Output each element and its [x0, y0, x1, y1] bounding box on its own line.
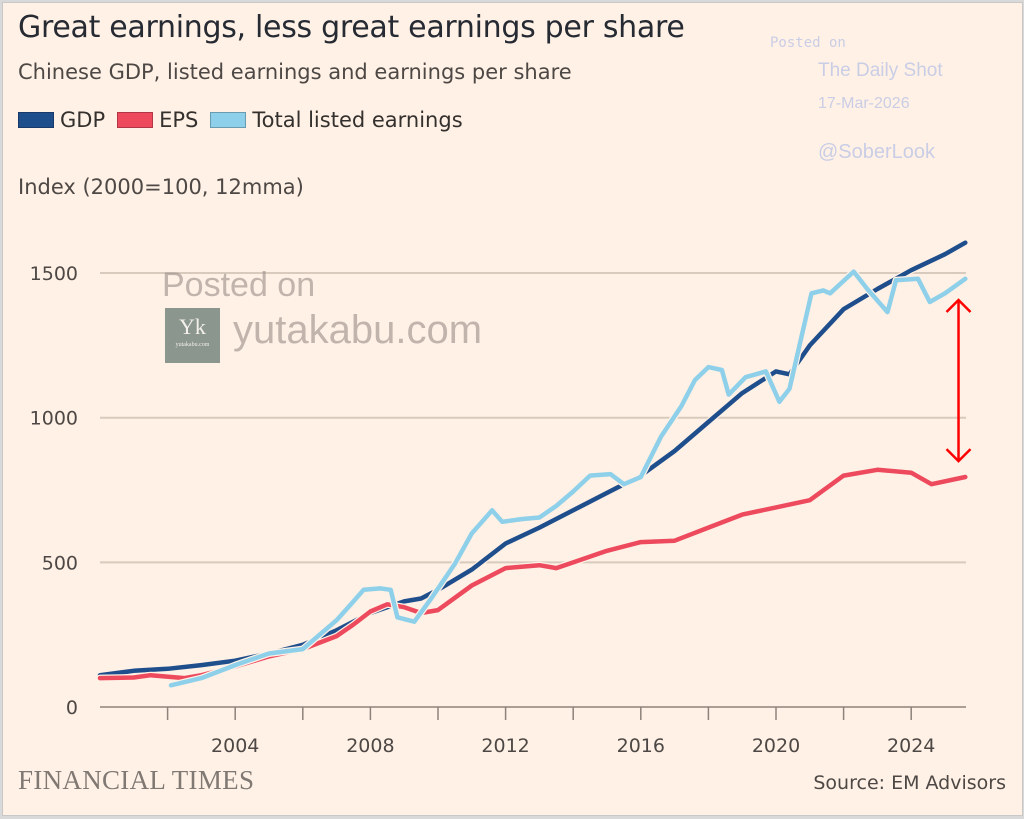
yutakabu-logo-url: yutakabu.com	[175, 342, 210, 348]
source-note: Source: EM Advisors	[813, 772, 1006, 794]
x-tick-label-2020: 2020	[752, 735, 800, 757]
x-tick-labels: 2004 2008 2012 2016 2020 2024	[211, 735, 935, 757]
gap-arrow-head-top	[945, 298, 972, 313]
watermark-posted-on: Posted on	[770, 35, 846, 51]
legend-item-gdp: GDP	[18, 108, 105, 132]
legend-swatch-total-listed-earnings	[210, 112, 247, 128]
x-axis	[100, 706, 966, 720]
watermark-daily-shot: The Daily Shot	[818, 60, 943, 81]
series-line-gdp	[97, 240, 968, 678]
legend-swatch-eps	[117, 112, 154, 128]
y-tick-labels: 0 500 1000 1500	[30, 263, 78, 719]
series-line-eps	[97, 467, 968, 681]
x-tick-label-2016: 2016	[617, 735, 665, 757]
yutakabu-logo: Yk yutakabu.com	[165, 308, 220, 363]
ft-brand: FINANCIAL TIMES	[18, 765, 255, 795]
watermark-yutakabu-url: yutakabu.com	[233, 308, 483, 352]
gap-arrow-head-bottom	[945, 448, 972, 463]
x-tick-label-2012: 2012	[481, 735, 529, 757]
y-tick-label-1500: 1500	[30, 263, 78, 285]
series-line-total-listed-earnings	[168, 269, 968, 688]
y-tick-label-1000: 1000	[30, 408, 78, 430]
x-tick-label-2008: 2008	[346, 735, 394, 757]
y-tick-label-500: 500	[42, 552, 78, 574]
series-lines	[96, 239, 969, 689]
legend-swatch-gdp	[18, 112, 54, 128]
annotations	[945, 298, 972, 463]
watermark-handle: @SoberLook	[818, 141, 936, 163]
watermark-yutakabu-posted: Posted on	[162, 266, 316, 304]
chart-subtitle: Chinese GDP, listed earnings and earning…	[18, 60, 572, 84]
legend-label-gdp: GDP	[60, 108, 106, 132]
chart-title: Great earnings, less great earnings per …	[18, 10, 685, 45]
legend: GDP EPS Total listed earnings	[18, 108, 475, 132]
y-tick-label-0: 0	[66, 697, 78, 719]
y-axis-label: Index (2000=100, 12mma)	[18, 175, 304, 199]
series-line-gdp-halo	[96, 239, 969, 679]
x-tick-label-2004: 2004	[211, 735, 259, 757]
legend-item-eps: EPS	[117, 108, 198, 132]
watermark-date: 17-Mar-2026	[818, 95, 910, 112]
legend-label-total-listed-earnings: Total listed earnings	[252, 108, 463, 132]
yutakabu-logo-mark: Yk	[179, 314, 206, 339]
legend-item-total-listed-earnings: Total listed earnings	[210, 108, 463, 132]
legend-label-eps: EPS	[159, 108, 199, 132]
x-tick-label-2024: 2024	[887, 735, 935, 757]
series-line-eps-halo	[96, 466, 969, 682]
